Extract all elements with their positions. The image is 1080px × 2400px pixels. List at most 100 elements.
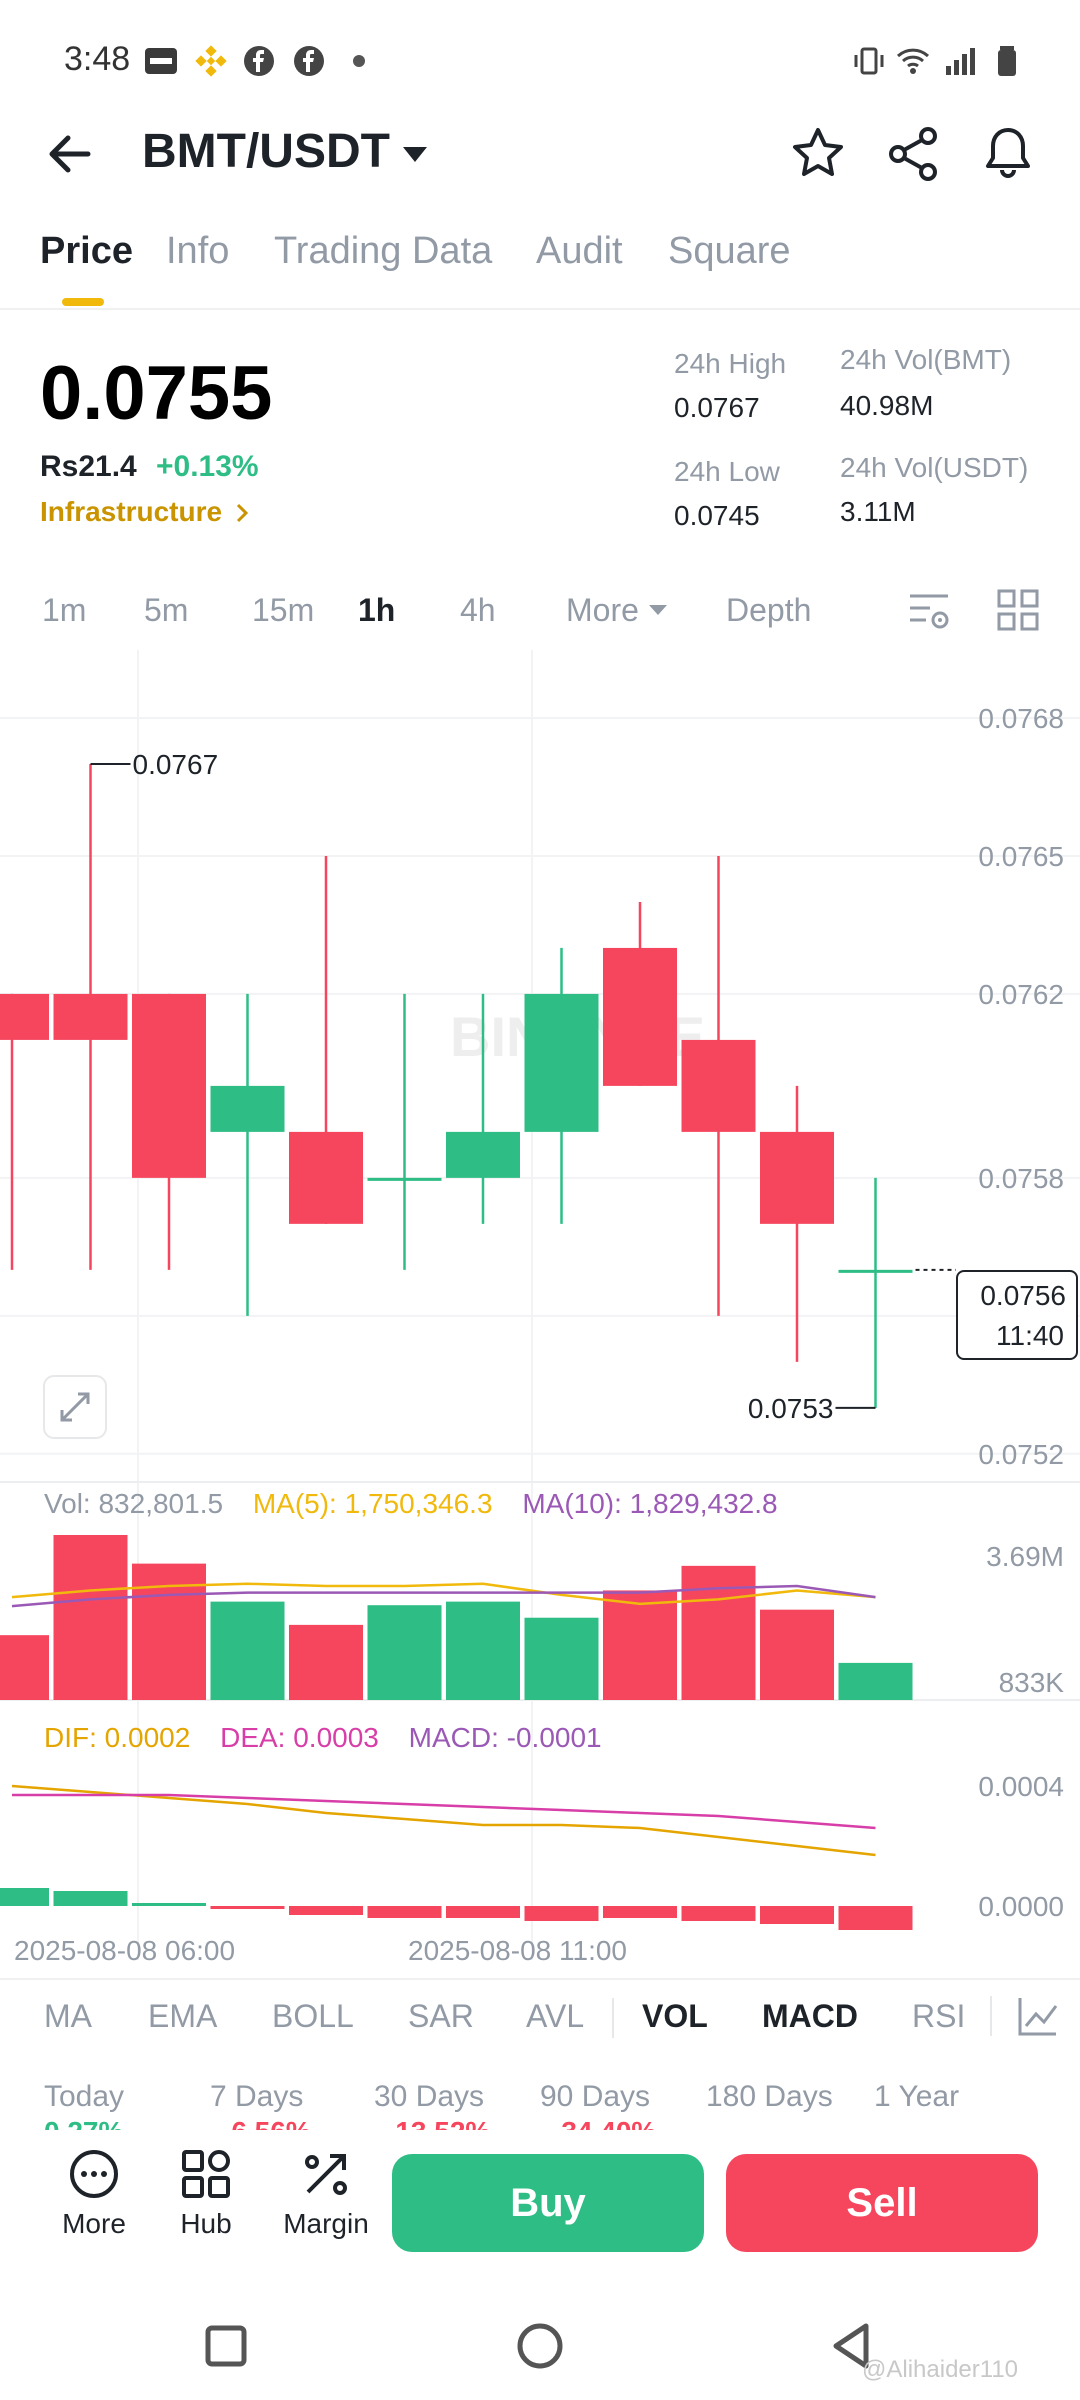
macd-histogram-bar: [53, 1891, 128, 1906]
interval-more[interactable]: More: [566, 592, 668, 629]
candle-body: [289, 1131, 363, 1224]
y-tick-label: 0.0765: [978, 841, 1064, 872]
share-icon[interactable]: [882, 122, 946, 186]
macd-value-label: MACD: -0.0001: [408, 1722, 602, 1753]
vol-ma10-label: MA(10): 1,829,432.8: [522, 1488, 778, 1519]
interval-5m[interactable]: 5m: [144, 592, 189, 628]
candle-body: [603, 947, 677, 1086]
caret-down-icon: [648, 605, 667, 615]
ind-tab-macd[interactable]: MACD: [762, 1998, 858, 2034]
chart-settings-icon[interactable]: [906, 588, 952, 634]
volume-bar: [0, 1635, 49, 1700]
macd-histogram-bar: [524, 1906, 599, 1921]
back-icon[interactable]: [822, 2316, 882, 2376]
ind-tab-boll[interactable]: BOLL: [272, 1998, 354, 2034]
interval-depth[interactable]: Depth: [726, 592, 812, 628]
macd-histogram-bar: [289, 1906, 363, 1915]
interval-1h[interactable]: 1h: [358, 592, 396, 628]
low-marker-label: 0.0753: [748, 1393, 834, 1424]
dif-label: DIF: 0.0002: [44, 1722, 191, 1753]
star-icon[interactable]: [786, 122, 850, 186]
recents-icon[interactable]: [196, 2316, 256, 2376]
facebook-icon: [294, 46, 324, 76]
wifi-icon: [896, 48, 930, 74]
pair-title[interactable]: BMT/USDT: [142, 125, 390, 178]
high-marker-label: 0.0767: [133, 749, 219, 780]
fiat-price: Rs21.4: [40, 450, 137, 483]
low-label: 24h Low: [674, 456, 780, 487]
indicator-settings-icon[interactable]: [1016, 1994, 1060, 2038]
perf-label-90d[interactable]: 90 Days: [540, 2080, 651, 2113]
vibrate-icon: [854, 47, 884, 75]
price-change: +0.13%: [156, 450, 259, 483]
y-tick-label: 0.0758: [978, 1163, 1064, 1194]
hub-icon: [182, 2150, 230, 2198]
interval-4h[interactable]: 4h: [460, 592, 496, 628]
indicator-tabs: MA EMA BOLL SAR AVL VOL MACD RSI: [0, 1978, 1080, 2048]
perf-label-7d[interactable]: 7 Days: [210, 2080, 304, 2113]
ind-tab-ema[interactable]: EMA: [148, 1998, 218, 2034]
tab-price[interactable]: Price: [40, 230, 133, 272]
back-arrow-icon[interactable]: [40, 124, 100, 184]
more-button[interactable]: More: [46, 2146, 142, 2240]
x-tick-label: 2025-08-08 06:00: [14, 1935, 235, 1966]
macd-histogram-bar: [367, 1906, 442, 1918]
perf-value-today: 0.27%: [44, 2116, 124, 2134]
layout-grid-icon[interactable]: [996, 588, 1040, 632]
perf-label-180d[interactable]: 180 Days: [706, 2080, 833, 2113]
candle-body: [524, 993, 599, 1132]
margin-button[interactable]: Margin: [268, 2146, 384, 2240]
bell-icon[interactable]: [976, 122, 1040, 186]
volume-y-tick: 3.69M: [986, 1541, 1064, 1572]
macd-dif-line: [11, 1784, 876, 1857]
volume-bar: [760, 1609, 834, 1700]
expand-icon[interactable]: [42, 1374, 108, 1440]
sector-tag[interactable]: Infrastructure: [40, 496, 250, 528]
tab-trading-data[interactable]: Trading Data: [274, 230, 493, 272]
volume-ma5-line: [11, 1582, 876, 1606]
margin-label: Margin: [283, 2208, 369, 2239]
high-value: 0.0767: [674, 392, 760, 423]
buy-button[interactable]: Buy: [392, 2154, 704, 2252]
macd-y-tick: 0.0000: [978, 1891, 1064, 1922]
macd-y-tick: 0.0004: [978, 1771, 1064, 1802]
ind-tab-ma[interactable]: MA: [44, 1998, 92, 2034]
candle-body: [210, 1085, 285, 1132]
last-price: 0.0755: [40, 351, 273, 436]
ind-tab-sar[interactable]: SAR: [408, 1998, 474, 2034]
home-icon[interactable]: [510, 2316, 570, 2376]
tab-square[interactable]: Square: [668, 230, 791, 272]
perf-label-1y[interactable]: 1 Year: [874, 2080, 960, 2113]
perf-value-7d: -6.56%: [222, 2116, 311, 2134]
perf-label-30d[interactable]: 30 Days: [374, 2080, 485, 2113]
margin-icon: [305, 2154, 347, 2195]
ind-tab-rsi[interactable]: RSI: [912, 1998, 966, 2034]
battery-icon: [998, 46, 1016, 76]
macd-histogram-bar: [0, 1888, 49, 1906]
macd-histogram-bar: [760, 1906, 834, 1924]
signal-icon: [946, 48, 975, 75]
tab-audit[interactable]: Audit: [536, 230, 623, 272]
macd-legend: DIF: 0.0002 DEA: 0.0003 MACD: -0.0001: [44, 1722, 602, 1754]
vol-base-value: 40.98M: [840, 390, 934, 421]
sell-button[interactable]: Sell: [726, 2154, 1038, 2252]
tab-bar: Price Info Trading Data Audit Square: [0, 230, 1080, 310]
chevron-down-icon[interactable]: [400, 142, 430, 166]
candlestick-chart[interactable]: BINANCE0.07680.07650.07620.07580.07550.0…: [0, 650, 1080, 1970]
y-tick-label: 0.0768: [978, 703, 1064, 734]
volume-bar: [603, 1590, 677, 1700]
system-nav-bar: [0, 2290, 1080, 2400]
sector-label: Infrastructure: [40, 496, 223, 527]
interval-15m[interactable]: 15m: [252, 592, 315, 628]
macd-dea-line: [12, 1793, 876, 1830]
volume-legend: Vol: 832,801.5 MA(5): 1,750,346.3 MA(10)…: [44, 1488, 778, 1520]
interval-1m[interactable]: 1m: [42, 592, 87, 628]
candle-body: [760, 1131, 834, 1224]
hub-button[interactable]: Hub: [158, 2146, 254, 2240]
high-label: 24h High: [674, 348, 787, 379]
tab-info[interactable]: Info: [166, 230, 230, 272]
perf-label-today[interactable]: Today: [44, 2080, 125, 2113]
ind-tab-avl[interactable]: AVL: [526, 1998, 585, 2034]
dea-label: DEA: 0.0003: [220, 1722, 379, 1753]
ind-tab-vol[interactable]: VOL: [642, 1998, 708, 2034]
